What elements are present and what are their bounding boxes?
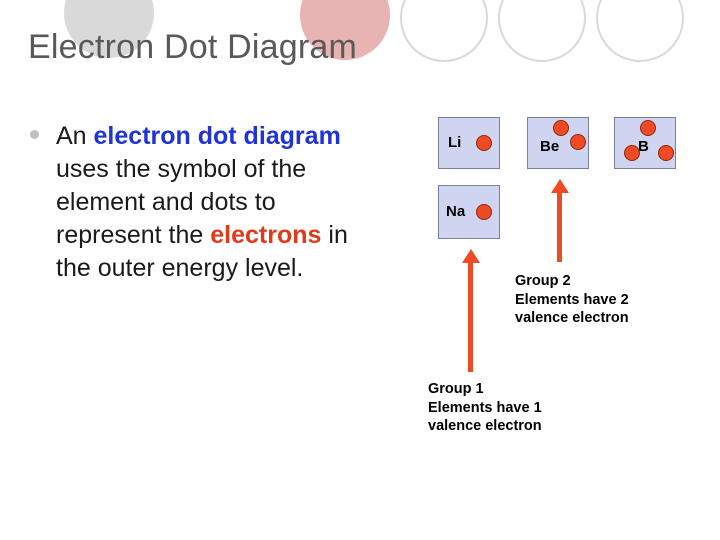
bullet-text: An electron dot diagram uses the symbol … [56,120,385,285]
arrow-shaft [468,262,473,372]
electron-dot-icon [640,120,656,136]
element-symbol-na: Na [446,203,465,220]
caption-line: valence electron [428,418,542,434]
electron-dot-icon [624,145,640,161]
caption-line: Group 1 [428,381,484,397]
caption-group-2: Group 2 Elements have 2 valence electron [515,272,629,328]
element-symbol-be: Be [540,138,559,155]
slide-title: Electron Dot Diagram [28,28,357,67]
bullet-item: An electron dot diagram uses the symbol … [30,120,385,285]
keyword-electrons: electrons [210,221,321,249]
arrow-shaft [557,192,562,262]
keyword-electron-dot-diagram: electron dot diagram [94,122,341,150]
caption-group-1: Group 1 Elements have 1 valence electron [428,380,542,436]
arrow-head-icon [462,249,480,263]
electron-dot-icon [553,120,569,136]
electron-dot-icon [476,204,492,220]
bullet-pre: An [56,122,94,150]
electron-dot-icon [570,134,586,150]
bullet-dot-icon [30,130,39,139]
electron-dot-icon [476,135,492,151]
arrow-head-icon [551,179,569,193]
element-symbol-li: Li [448,134,461,151]
caption-line: Group 2 [515,273,571,289]
electron-dot-icon [658,145,674,161]
caption-line: Elements have 2 [515,292,629,308]
caption-line: Elements have 1 [428,400,542,416]
caption-line: valence electron [515,310,629,326]
